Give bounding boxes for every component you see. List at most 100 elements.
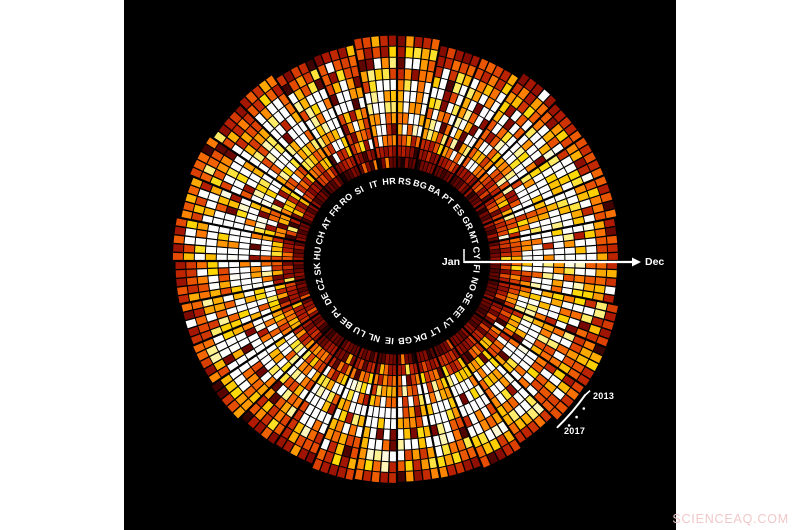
- heatmap-cell: [524, 205, 535, 214]
- heatmap-cell: [203, 164, 216, 176]
- heatmap-cell: [280, 120, 292, 132]
- heatmap-cell: [477, 368, 487, 379]
- heatmap-cell: [293, 209, 304, 217]
- heatmap-cell: [517, 73, 530, 86]
- heatmap-cell: [383, 80, 390, 91]
- heatmap-cell: [501, 208, 513, 217]
- heatmap-cell: [259, 178, 271, 189]
- heatmap-cell: [340, 338, 348, 349]
- heatmap-cell: [397, 461, 405, 472]
- heatmap-cell: [514, 305, 526, 313]
- heatmap-cell: [459, 449, 470, 461]
- heatmap-cell: [506, 136, 518, 148]
- heatmap-cell: [314, 78, 325, 90]
- heatmap-cell: [438, 466, 448, 478]
- heatmap-cell: [524, 78, 537, 91]
- heatmap-cell: [501, 131, 513, 143]
- heatmap-cell: [484, 290, 496, 297]
- heatmap-cell: [348, 458, 357, 470]
- heatmap-cell: [405, 364, 410, 375]
- heatmap-cell: [345, 435, 355, 447]
- heatmap-cell: [444, 159, 453, 170]
- heatmap-cell: [454, 129, 463, 140]
- heatmap-cell: [382, 375, 388, 386]
- heatmap-cell: [554, 192, 566, 202]
- heatmap-cell: [219, 274, 230, 282]
- heatmap-cell: [472, 313, 483, 322]
- heatmap-cell: [249, 156, 261, 168]
- heatmap-cell: [442, 112, 451, 124]
- heatmap-cell: [516, 189, 528, 199]
- heatmap-cell: [462, 52, 473, 64]
- heatmap-cell: [408, 396, 414, 407]
- country-label-fi: FI: [471, 264, 482, 274]
- heatmap-cell: [271, 256, 282, 261]
- heatmap-cell: [497, 230, 509, 237]
- heatmap-cell: [449, 441, 459, 454]
- heatmap-cell: [517, 87, 530, 100]
- heatmap-cell: [564, 247, 575, 254]
- heatmap-cell: [427, 60, 436, 72]
- heatmap-cell: [336, 384, 345, 396]
- heatmap-cell: [343, 112, 352, 124]
- heatmap-cell: [397, 429, 404, 439]
- heatmap-cell: [465, 159, 475, 170]
- heatmap-cell: [343, 340, 352, 351]
- heatmap-cell: [277, 357, 288, 368]
- heatmap-cell: [273, 369, 285, 381]
- heatmap-cell: [429, 347, 437, 358]
- heatmap-cell: [485, 132, 496, 144]
- heatmap-cell: [183, 310, 195, 320]
- heatmap-cell: [501, 149, 513, 161]
- heatmap-cell: [459, 131, 468, 143]
- heatmap-cell: [463, 134, 473, 145]
- heatmap-cell: [292, 397, 304, 409]
- heatmap-cell: [334, 347, 343, 358]
- heatmap-cell: [311, 103, 321, 115]
- heatmap-cell: [421, 459, 430, 470]
- heatmap-cell: [530, 150, 542, 161]
- heatmap-cell: [243, 161, 256, 172]
- heatmap-cell: [301, 85, 312, 97]
- heatmap-cell: [501, 256, 511, 261]
- heatmap-cell: [258, 128, 271, 140]
- heatmap-cell: [401, 135, 407, 146]
- heatmap-cell: [566, 143, 578, 155]
- heatmap-cell: [309, 342, 319, 353]
- heatmap-cell: [494, 354, 506, 366]
- heatmap-cell: [297, 286, 308, 293]
- heatmap-cell: [574, 157, 587, 169]
- heatmap-cell: [225, 380, 238, 393]
- heatmap-cell: [272, 309, 283, 318]
- heatmap-cell: [501, 166, 512, 176]
- heatmap-cell: [365, 59, 374, 70]
- heatmap-cell: [459, 393, 469, 405]
- heatmap-cell: [490, 101, 501, 113]
- heatmap-cell: [474, 384, 485, 396]
- heatmap-cell: [299, 197, 310, 207]
- heatmap-cell: [246, 213, 258, 221]
- heatmap-cell: [421, 48, 430, 60]
- heatmap-cell: [240, 315, 252, 325]
- heatmap-cell: [262, 157, 273, 168]
- heatmap-cell: [408, 353, 413, 364]
- heatmap-cell: [410, 91, 417, 103]
- heatmap-cell: [223, 220, 234, 228]
- heatmap-cell: [525, 162, 537, 173]
- sector-divider: [461, 325, 559, 423]
- sector-divider: [351, 38, 381, 172]
- heatmap-cell: [197, 152, 210, 164]
- heatmap-cell: [549, 357, 562, 368]
- heatmap-cell: [502, 305, 514, 314]
- heatmap-cell: [375, 69, 383, 80]
- heatmap-cell: [397, 47, 405, 58]
- heatmap-cell: [490, 253, 501, 257]
- heatmap-cell: [371, 471, 380, 483]
- heatmap-cell: [387, 135, 393, 146]
- heatmap-cell: [511, 96, 523, 109]
- heatmap-cell: [451, 60, 461, 72]
- heatmap-cell: [175, 270, 186, 278]
- heatmap-cell: [502, 444, 514, 457]
- heatmap-cell: [331, 141, 340, 152]
- heatmap-cell: [454, 383, 464, 395]
